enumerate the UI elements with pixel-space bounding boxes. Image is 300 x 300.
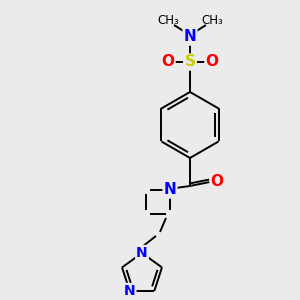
Text: O: O xyxy=(161,55,175,70)
Text: S: S xyxy=(184,55,196,70)
Text: N: N xyxy=(184,29,196,44)
Text: CH₃: CH₃ xyxy=(201,14,223,28)
Text: O: O xyxy=(206,55,218,70)
Text: O: O xyxy=(211,175,224,190)
Text: N: N xyxy=(124,284,136,298)
Text: CH₃: CH₃ xyxy=(157,14,179,28)
Text: N: N xyxy=(164,182,176,197)
Text: N: N xyxy=(136,246,148,260)
